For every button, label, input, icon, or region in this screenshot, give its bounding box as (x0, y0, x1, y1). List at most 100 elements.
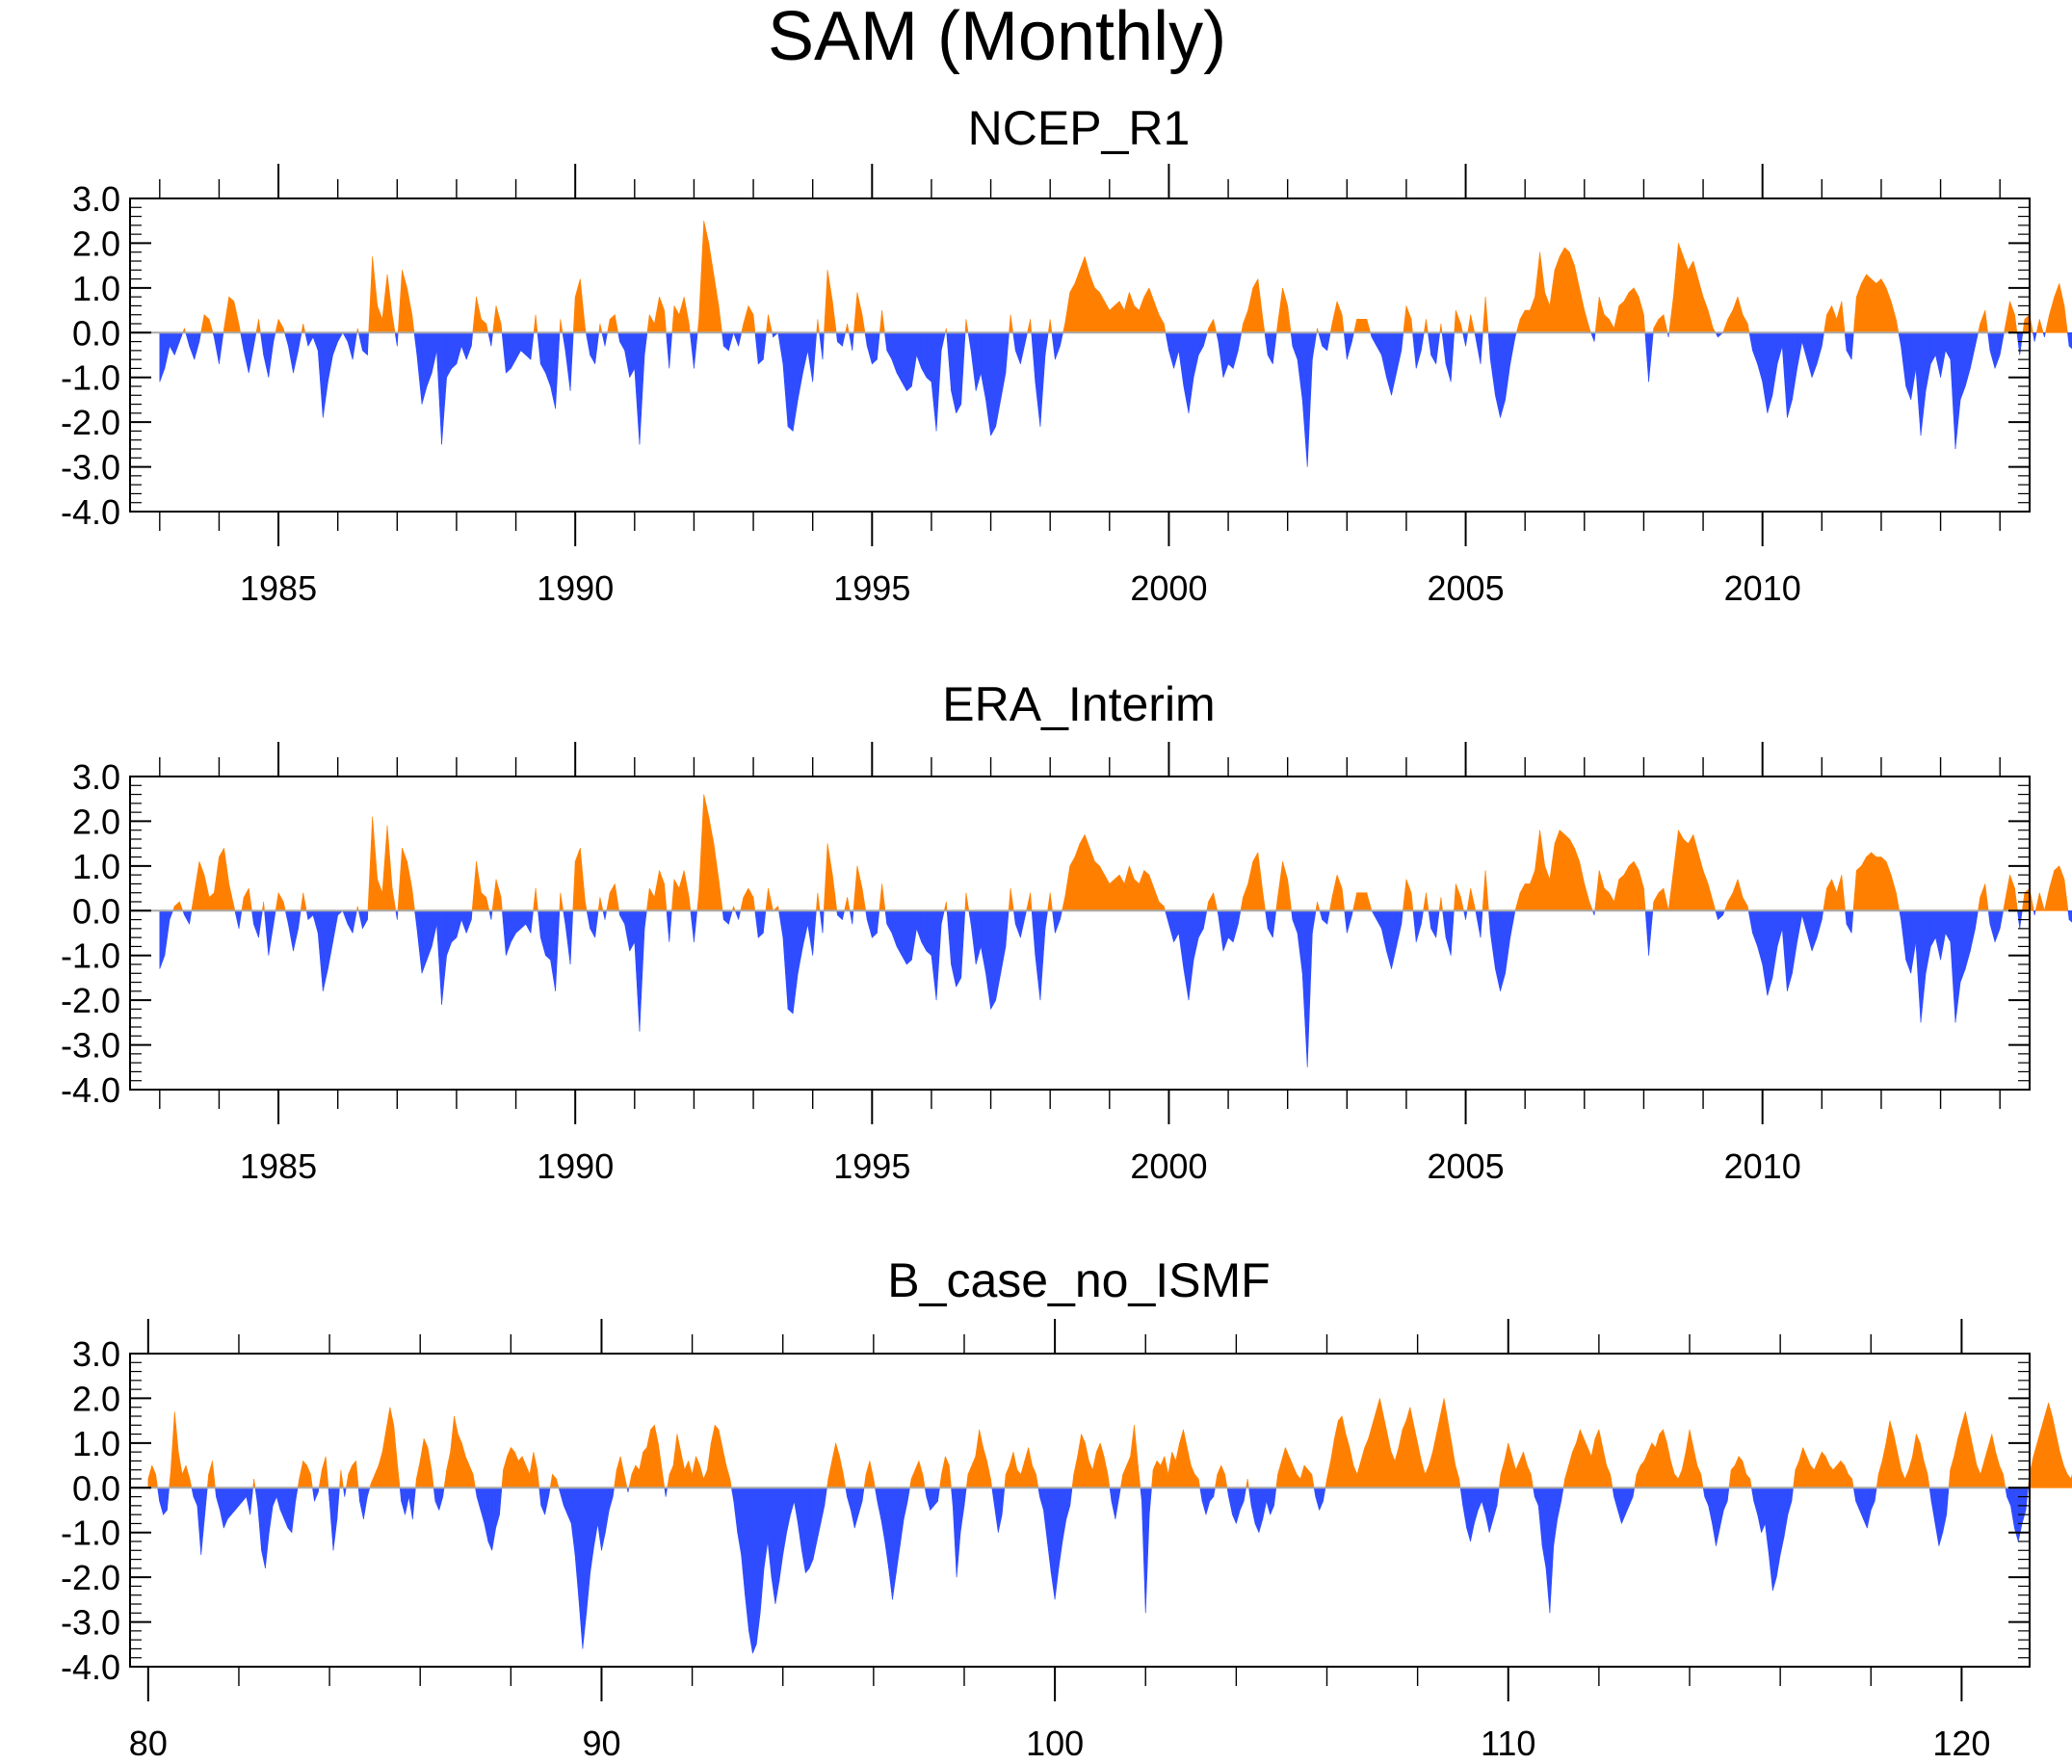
area-segment (952, 1487, 957, 1578)
area-segment (1885, 287, 1892, 333)
y-tick-label: 1.0 (72, 1424, 120, 1463)
area-segment (1193, 909, 1199, 961)
area-segment (1910, 331, 1917, 400)
area-segment (866, 909, 873, 938)
area-segment (426, 331, 433, 387)
area-segment (1515, 1461, 1520, 1488)
area-segment (738, 331, 743, 347)
area-segment (643, 1446, 647, 1488)
area-segment (1020, 331, 1026, 364)
area-segment (1044, 909, 1048, 929)
area-segment (170, 1411, 175, 1488)
area-segment (1692, 260, 1699, 333)
area-segment (1347, 331, 1352, 360)
area-segment (1791, 1487, 1794, 1502)
area-segment (1792, 909, 1797, 974)
area-segment (179, 331, 184, 342)
area-segment (1639, 297, 1644, 333)
area-segment (1840, 1460, 1846, 1488)
area-segment (1905, 909, 1912, 974)
panel-title-era-interim: ERA_Interim (942, 677, 1215, 731)
area-segment (1470, 1487, 1475, 1542)
area-segment (1594, 297, 1600, 333)
panel-b-case-no-ismf: B_case_no_ISMF 3.0 2.0 1.0 0.0 -1.0 -2.0 -3.0-… (61, 1253, 2072, 1763)
area-segment (1651, 1442, 1657, 1488)
area-segment (1236, 1487, 1241, 1524)
area-segment (1648, 331, 1654, 382)
area-segment (1315, 1487, 1320, 1511)
area-segment (208, 892, 215, 911)
area-segment (839, 1456, 844, 1488)
area-segment (1052, 909, 1056, 934)
area-segment (1178, 331, 1185, 387)
area-segment (975, 1429, 980, 1488)
area-segment (1361, 892, 1368, 911)
area-segment (1515, 319, 1521, 333)
area-segment (240, 331, 245, 351)
area-segment (1530, 870, 1535, 911)
area-segment (819, 909, 824, 934)
area-segment (609, 883, 616, 911)
area-segment (414, 909, 418, 929)
area-segment (763, 909, 767, 934)
area-segment (816, 1487, 822, 1542)
area-segment (1852, 1487, 1856, 1502)
area-segment (1896, 892, 1901, 911)
area-segment (1957, 1425, 1962, 1488)
area-segment (1672, 829, 1679, 911)
area-segment (1095, 1442, 1101, 1488)
area-segment (1572, 1442, 1577, 1488)
area-segment (1264, 331, 1269, 355)
area-segment (1064, 292, 1071, 333)
area-segment (921, 331, 928, 378)
area-segment (1509, 909, 1516, 938)
area-segment (200, 1487, 205, 1555)
area-segment (905, 331, 912, 392)
area-segment (1208, 319, 1214, 333)
area-segment (1779, 1487, 1785, 1555)
area-segment (560, 319, 564, 333)
area-segment (940, 331, 946, 351)
area-segment (869, 1461, 875, 1488)
area-segment (1386, 1434, 1392, 1488)
area-segment (1514, 892, 1521, 911)
area-segment (741, 1487, 746, 1595)
area-segment (1060, 331, 1063, 347)
area-segment (1232, 331, 1239, 369)
area-segment (877, 1487, 882, 1519)
area-segment (1527, 1464, 1532, 1488)
area-segment (1776, 331, 1783, 364)
area-segment (332, 909, 338, 942)
area-segment (1908, 1456, 1913, 1488)
area-segment (903, 1487, 908, 1519)
area-segment (1748, 331, 1753, 351)
area-segment (1587, 1447, 1592, 1488)
area-segment (169, 909, 173, 920)
area-segment (1722, 319, 1729, 333)
area-segment (678, 870, 685, 911)
area-segment (191, 892, 196, 911)
area-segment (922, 1474, 926, 1488)
area-segment (492, 305, 497, 333)
area-segment (1025, 331, 1028, 342)
area-segment (1484, 297, 1489, 333)
area-segment (484, 1487, 489, 1542)
area-segment (1044, 331, 1049, 355)
area-segment (431, 1469, 434, 1488)
area-segment (1415, 909, 1422, 942)
area-segment (385, 1407, 391, 1488)
area-segment (1383, 1415, 1388, 1488)
area-segment (997, 1487, 1003, 1533)
area-segment (407, 861, 413, 911)
area-segment (747, 305, 754, 333)
area-segment (167, 1487, 170, 1511)
area-segment (1356, 1461, 1362, 1488)
area-segment (1793, 1469, 1797, 1488)
area-segment (200, 314, 205, 333)
area-segment (1617, 1487, 1622, 1524)
area-segment (1742, 1461, 1747, 1488)
area-segment (535, 888, 538, 911)
panel-ncep-r1: NCEP_R1 3.0 2.0 1.0 0.0 -1.0 -2.0 -3.0 -4.0 1985… (61, 101, 2072, 608)
area-segment (1262, 1487, 1268, 1519)
area-segment (1232, 909, 1239, 942)
